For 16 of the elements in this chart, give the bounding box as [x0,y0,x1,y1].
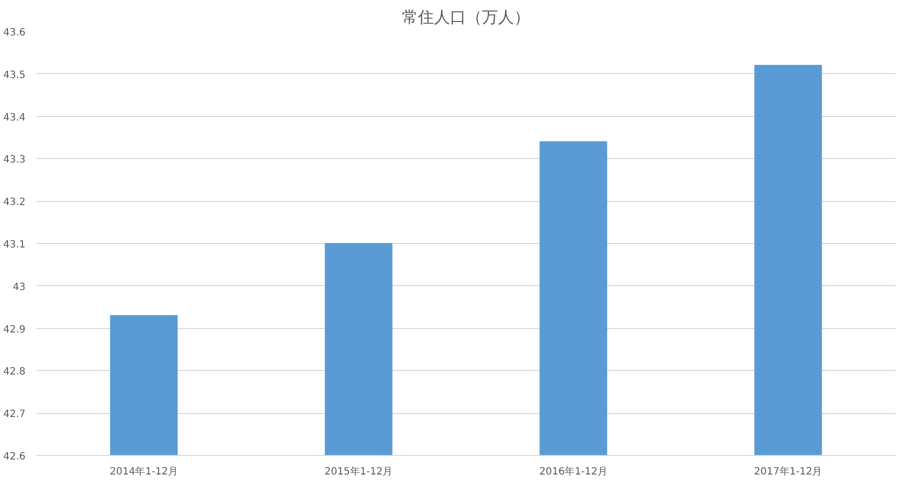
y-tick-label: 42.8 [3,366,26,378]
y-tick-label: 42.7 [3,409,26,420]
y-tick-label: 43.2 [3,197,26,208]
y-tick-label: 42.6 [3,452,26,462]
y-tick-label: 43 [12,282,26,293]
x-tick-label: 2015年1-12月 [324,466,393,478]
x-tick-label: 2017年1-12月 [754,466,822,478]
x-tick-label: 2016年1-12月 [539,466,608,478]
chart-title: 常住人口（万人） [402,8,530,26]
y-tick-label: 43.5 [3,70,26,81]
x-tick-label: 2014年1-12月 [110,466,178,478]
y-tick-label: 42.9 [3,324,26,336]
y-tick-label: 43.4 [3,112,26,124]
y-tick-label: 43.3 [3,154,26,166]
y-tick-label: 43.6 [3,28,26,38]
y-tick-label: 43.1 [3,240,26,250]
